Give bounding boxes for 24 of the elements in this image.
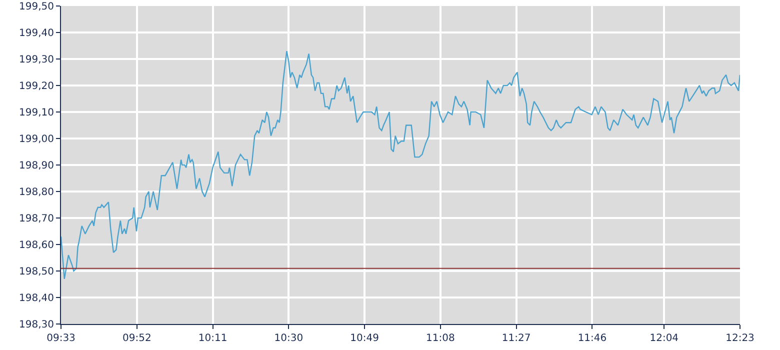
y-tick-label: 198,70: [19, 214, 54, 224]
y-tick-label: 199,10: [19, 108, 54, 118]
x-tick-label: 12:23: [726, 333, 754, 344]
x-tick-label: 10:11: [198, 333, 228, 344]
y-tick-label: 199,30: [19, 54, 54, 66]
y-tick-label: 199,50: [19, 2, 54, 12]
y-tick-label: 198,40: [19, 293, 54, 304]
x-tick-label: 10:30: [274, 333, 304, 344]
y-tick-label: 198,30: [19, 320, 54, 330]
x-tick-label: 12:04: [650, 333, 679, 344]
x-tick-label: 09:52: [122, 333, 152, 344]
y-tick-label: 199,00: [19, 134, 54, 145]
y-tick-label: 199,40: [19, 28, 54, 39]
x-tick-label: 11:27: [502, 333, 531, 344]
line-series: [61, 50, 740, 280]
x-tick-label: 09:33: [46, 333, 76, 344]
x-tick-label: 11:08: [426, 333, 455, 344]
x-tick-label: 11:46: [578, 333, 607, 344]
y-tick-label: 198,80: [19, 187, 54, 198]
y-tick-label: 198,90: [19, 160, 54, 172]
y-tick-label: 199,20: [19, 81, 54, 92]
y-tick-label: 198,50: [19, 266, 54, 278]
x-tick-label: 10:49: [350, 333, 379, 344]
y-tick-label: 198,60: [19, 240, 54, 251]
